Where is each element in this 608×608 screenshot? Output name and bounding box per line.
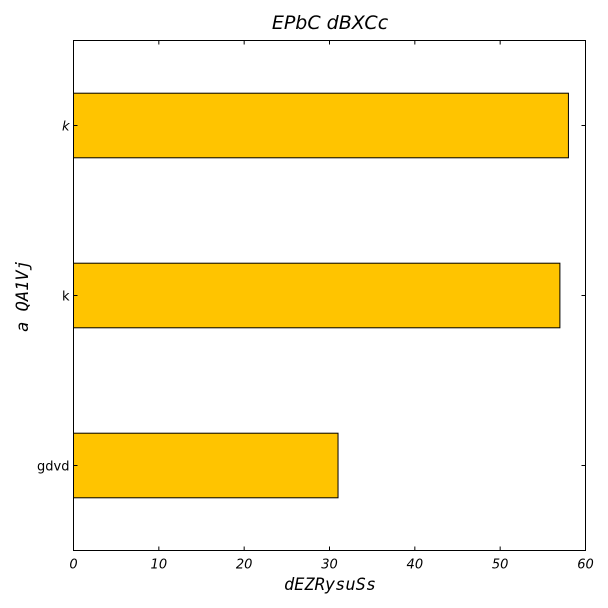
bar-0 xyxy=(73,432,339,499)
y-tick-label-1: k xyxy=(62,290,70,305)
x-tick-label-2: 20 xyxy=(236,558,253,573)
x-tick-label-4: 40 xyxy=(407,558,424,573)
chart-title: EPbC dBXCc xyxy=(272,12,389,34)
bar-2 xyxy=(73,92,569,159)
x-tick-label-3: 30 xyxy=(321,558,338,573)
x-axis: 0 10 20 30 40 50 60 xyxy=(69,40,594,573)
y-axis-label: a QA1Vj xyxy=(13,260,33,332)
y-tick-label-2: k xyxy=(62,120,70,135)
x-tick-label-1: 10 xyxy=(151,558,168,573)
bar-1 xyxy=(73,262,561,329)
x-axis-label: dEZRysuSs xyxy=(284,575,376,595)
y-axis: gdvd k k xyxy=(37,120,586,475)
bars-group xyxy=(73,92,569,499)
y-tick-label-0: gdvd xyxy=(37,460,69,475)
x-tick-label-5: 50 xyxy=(492,558,509,573)
x-tick-label-0: 0 xyxy=(69,558,77,573)
x-tick-label-6: 60 xyxy=(577,558,594,573)
